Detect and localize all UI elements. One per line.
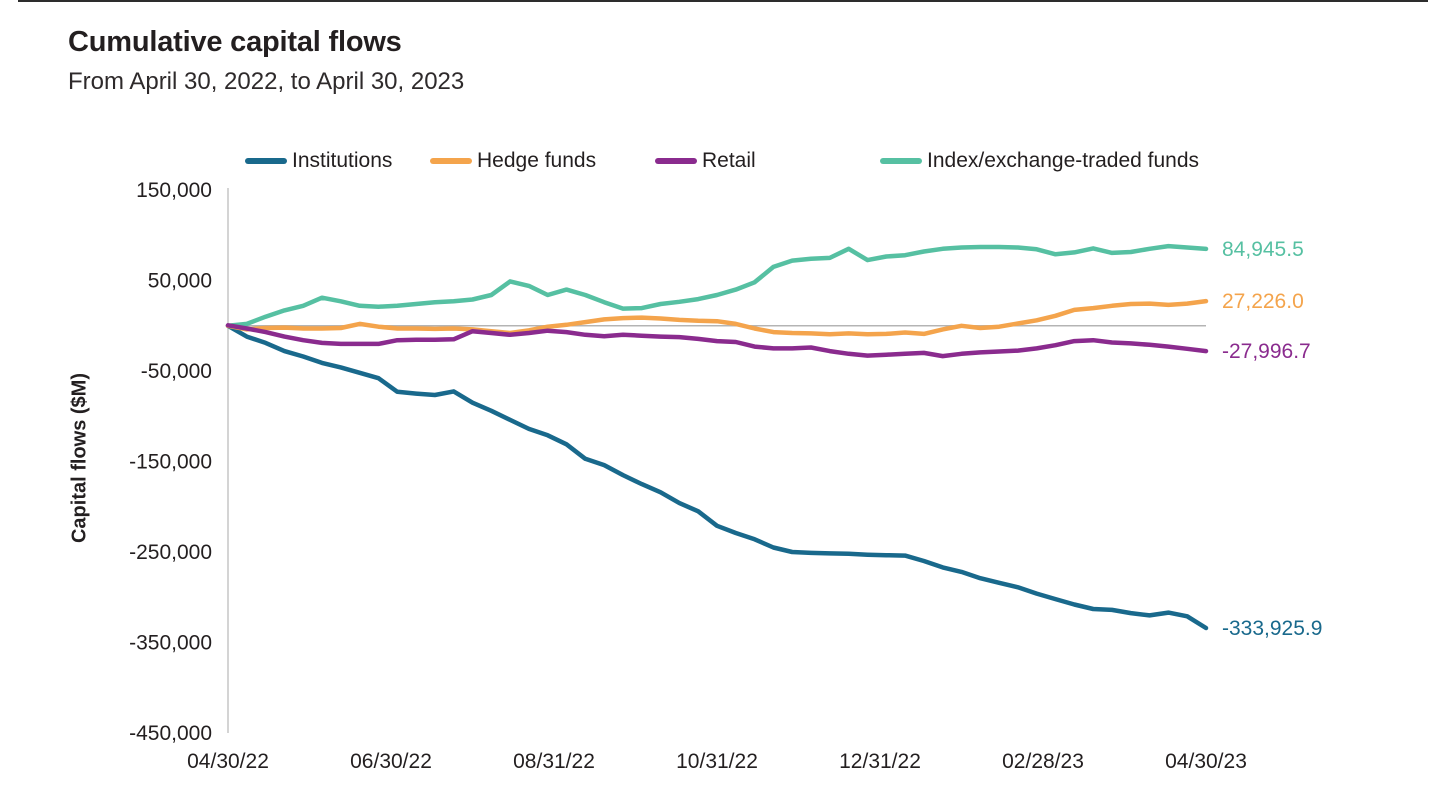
legend-swatch xyxy=(655,158,697,164)
legend-item-index-exchange-traded-funds: Index/exchange-traded funds xyxy=(880,149,1199,173)
top-rule xyxy=(18,0,1428,2)
series-line-institutions xyxy=(225,323,1209,631)
legend-label: Retail xyxy=(702,149,756,172)
chart-title: Cumulative capital flows xyxy=(68,26,402,58)
legend: Institutions Hedge funds Retail Index/excha… xyxy=(0,149,1440,175)
y-tick-label: -150,000 xyxy=(129,451,212,474)
x-tick-label: 06/30/22 xyxy=(350,750,432,773)
y-tick-label: -250,000 xyxy=(129,541,212,564)
legend-label: Institutions xyxy=(292,149,393,172)
y-tick-label: -350,000 xyxy=(129,632,212,655)
legend-swatch xyxy=(245,158,287,164)
legend-swatch xyxy=(430,158,472,164)
series-line-retail xyxy=(225,323,1209,359)
legend-item-hedge-funds: Hedge funds xyxy=(430,149,596,173)
legend-item-retail: Retail xyxy=(655,149,756,173)
x-tick-label: 12/31/22 xyxy=(839,750,921,773)
y-tick-label: -450,000 xyxy=(129,722,212,745)
x-tick-label: 10/31/22 xyxy=(676,750,758,773)
chart-subtitle: From April 30, 2022, to April 30, 2023 xyxy=(68,68,465,95)
x-tick-label: 04/30/22 xyxy=(187,750,269,773)
series-line-hedge-funds xyxy=(225,298,1209,337)
end-value-label: 84,945.5 xyxy=(1222,238,1304,261)
end-value-label: -27,996.7 xyxy=(1222,340,1311,363)
y-tick-label: 150,000 xyxy=(136,179,212,202)
legend-swatch xyxy=(880,158,922,164)
end-value-label: 27,226.0 xyxy=(1222,290,1304,313)
x-tick-label: 02/28/23 xyxy=(1002,750,1084,773)
series-line-index-exchange-traded-funds xyxy=(225,243,1209,329)
legend-label: Hedge funds xyxy=(477,149,597,172)
legend-item-institutions: Institutions xyxy=(245,149,392,173)
end-value-label: -333,925.9 xyxy=(1222,617,1322,640)
y-tick-label: 50,000 xyxy=(148,270,212,293)
x-tick-label: 08/31/22 xyxy=(513,750,595,773)
legend-label: Index/exchange-traded funds xyxy=(927,149,1200,172)
x-tick-label: 04/30/23 xyxy=(1165,750,1247,773)
y-tick-label: -50,000 xyxy=(141,360,212,383)
